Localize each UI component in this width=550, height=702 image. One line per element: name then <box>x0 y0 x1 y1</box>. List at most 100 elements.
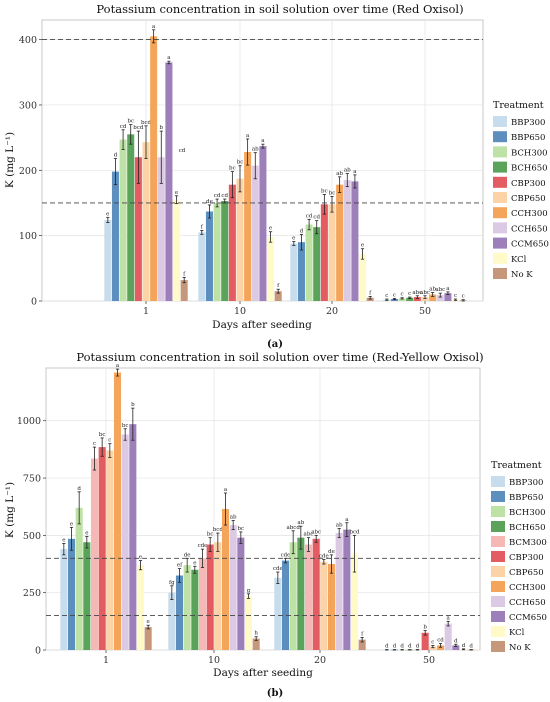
bar-cch650-day-10 <box>251 165 259 301</box>
significance-letter: fg <box>169 580 175 586</box>
significance-letter: f <box>277 283 280 289</box>
y-tick-label: 750 <box>23 474 41 485</box>
panel-a-ylabel: K (mg L⁻¹) <box>4 132 16 188</box>
significance-letter: c <box>408 291 411 297</box>
legend-label-cbp650: CBP650 <box>509 568 544 578</box>
legend-label-kcl: KCl <box>509 628 525 638</box>
bar-cch300-day-1 <box>113 372 122 650</box>
significance-letter: abc <box>304 532 314 538</box>
significance-letter: e <box>106 211 109 217</box>
significance-letter: e <box>175 190 178 196</box>
significance-letter: cd <box>179 148 186 154</box>
y-tick-label: 200 <box>19 166 37 177</box>
bar-kcl-day-20 <box>359 253 367 301</box>
significance-letter: d <box>416 644 420 650</box>
bar-bch300-day-20 <box>289 542 297 650</box>
bar-cbp300-day-20 <box>312 538 320 650</box>
legend-swatch-cch300 <box>491 581 505 592</box>
panel-a-reference-lines <box>42 39 483 204</box>
bar-cbp650-day-50 <box>429 646 437 650</box>
bar-ccm650-day-20 <box>343 529 351 650</box>
significance-letter: d <box>114 153 118 159</box>
bar-bch650-day-1 <box>127 134 135 301</box>
significance-letter: bc <box>237 160 244 166</box>
bar-bcm300-day-1 <box>90 458 99 650</box>
significance-letter: bc <box>99 432 106 438</box>
legend-label-bbp300: BBP300 <box>509 478 543 488</box>
legend-label-bch650: BCH650 <box>511 164 548 174</box>
significance-letter: c <box>462 294 465 300</box>
significance-letter: a <box>345 517 349 523</box>
significance-letter: cd <box>313 215 320 221</box>
legend-label-bcm300: BCM300 <box>509 538 547 548</box>
significance-letter: a <box>152 24 156 30</box>
panel-b-caption: (b) <box>267 688 283 699</box>
significance-letter: g <box>247 588 251 594</box>
significance-letter: cd <box>221 193 228 199</box>
x-tick-label: 1 <box>103 655 109 666</box>
significance-letter: abc <box>420 290 430 296</box>
significance-letter: ab <box>429 287 436 293</box>
significance-letter: de <box>328 549 335 555</box>
bar-bch300-day-10 <box>183 565 191 650</box>
bar-bbp300-day-1 <box>104 219 112 301</box>
bar-bch650-day-20 <box>313 227 321 301</box>
significance-letter: ab <box>252 147 259 153</box>
bar-ccm650-day-10 <box>237 537 245 650</box>
panel-b: Potassium concentration in soil solution… <box>4 350 547 699</box>
significance-letter: f <box>361 631 364 637</box>
legend-swatch-cbp300 <box>493 176 507 188</box>
significance-letter: ab <box>297 520 304 526</box>
y-tick-label: 0 <box>31 297 37 308</box>
legend-swatch-bbp300 <box>493 116 507 127</box>
x-tick-label: 10 <box>234 306 246 317</box>
panel-a-y-ticks: 0 100 200 300 400 <box>19 35 42 308</box>
bar-bch650-day-10 <box>221 201 229 301</box>
bar-bbp300-day-10 <box>168 592 176 650</box>
significance-letter: e <box>269 226 272 232</box>
bar-cbp650-day-10 <box>214 542 222 650</box>
legend-label-bch300: BCH300 <box>509 508 546 518</box>
legend-swatch-bch650 <box>491 521 505 532</box>
bar-cch300-day-20 <box>336 184 344 301</box>
legend-swatch-cbp650 <box>491 566 505 577</box>
significance-letter: cde <box>281 552 291 558</box>
x-tick-label: 10 <box>208 655 220 666</box>
significance-letter: cde <box>319 553 329 559</box>
significance-letter: a <box>167 55 171 61</box>
panel-b-x-ticks: 1 10 20 50 <box>103 650 435 666</box>
significance-letter: d <box>393 644 397 650</box>
legend-swatch-ccm650 <box>491 611 505 622</box>
bar-bch650-day-20 <box>297 537 305 650</box>
significance-letter: c <box>401 292 404 298</box>
panel-a-x-ticks: 1 10 20 50 <box>143 301 431 317</box>
bar-bbp650-day-10 <box>205 211 213 301</box>
y-tick-label: 500 <box>23 531 41 542</box>
legend-swatch-kcl <box>493 252 507 264</box>
bar-cbp300-day-50 <box>413 297 421 301</box>
significance-letter: f <box>369 290 372 296</box>
significance-letter: bc <box>207 532 214 538</box>
significance-letter: b <box>160 125 164 131</box>
legend-label-cch300: CCH300 <box>511 209 548 219</box>
bar-bch300-day-1 <box>119 139 127 301</box>
legend-label-cch650: CCH650 <box>509 598 546 608</box>
significance-letter: a <box>447 615 451 621</box>
bar-bch300-day-1 <box>75 507 83 650</box>
significance-letter: h <box>254 631 258 637</box>
bar-cch650-day-1 <box>157 157 165 301</box>
significance-letter: a <box>261 138 265 144</box>
legend-swatch-kcl <box>491 626 505 637</box>
significance-letter: e <box>139 555 142 561</box>
bar-cch300-day-50 <box>429 294 437 301</box>
significance-letter: bc <box>229 166 236 172</box>
significance-letter: bc <box>329 190 336 196</box>
significance-letter: b <box>131 402 135 408</box>
panel-b-legend-title: Treatment <box>491 460 542 471</box>
significance-letter: cd <box>306 213 313 219</box>
significance-letter: bcd <box>213 527 224 533</box>
legend-swatch-bbp650 <box>493 131 507 143</box>
significance-letter: bc <box>321 188 328 194</box>
significance-letter: ab <box>344 168 351 174</box>
